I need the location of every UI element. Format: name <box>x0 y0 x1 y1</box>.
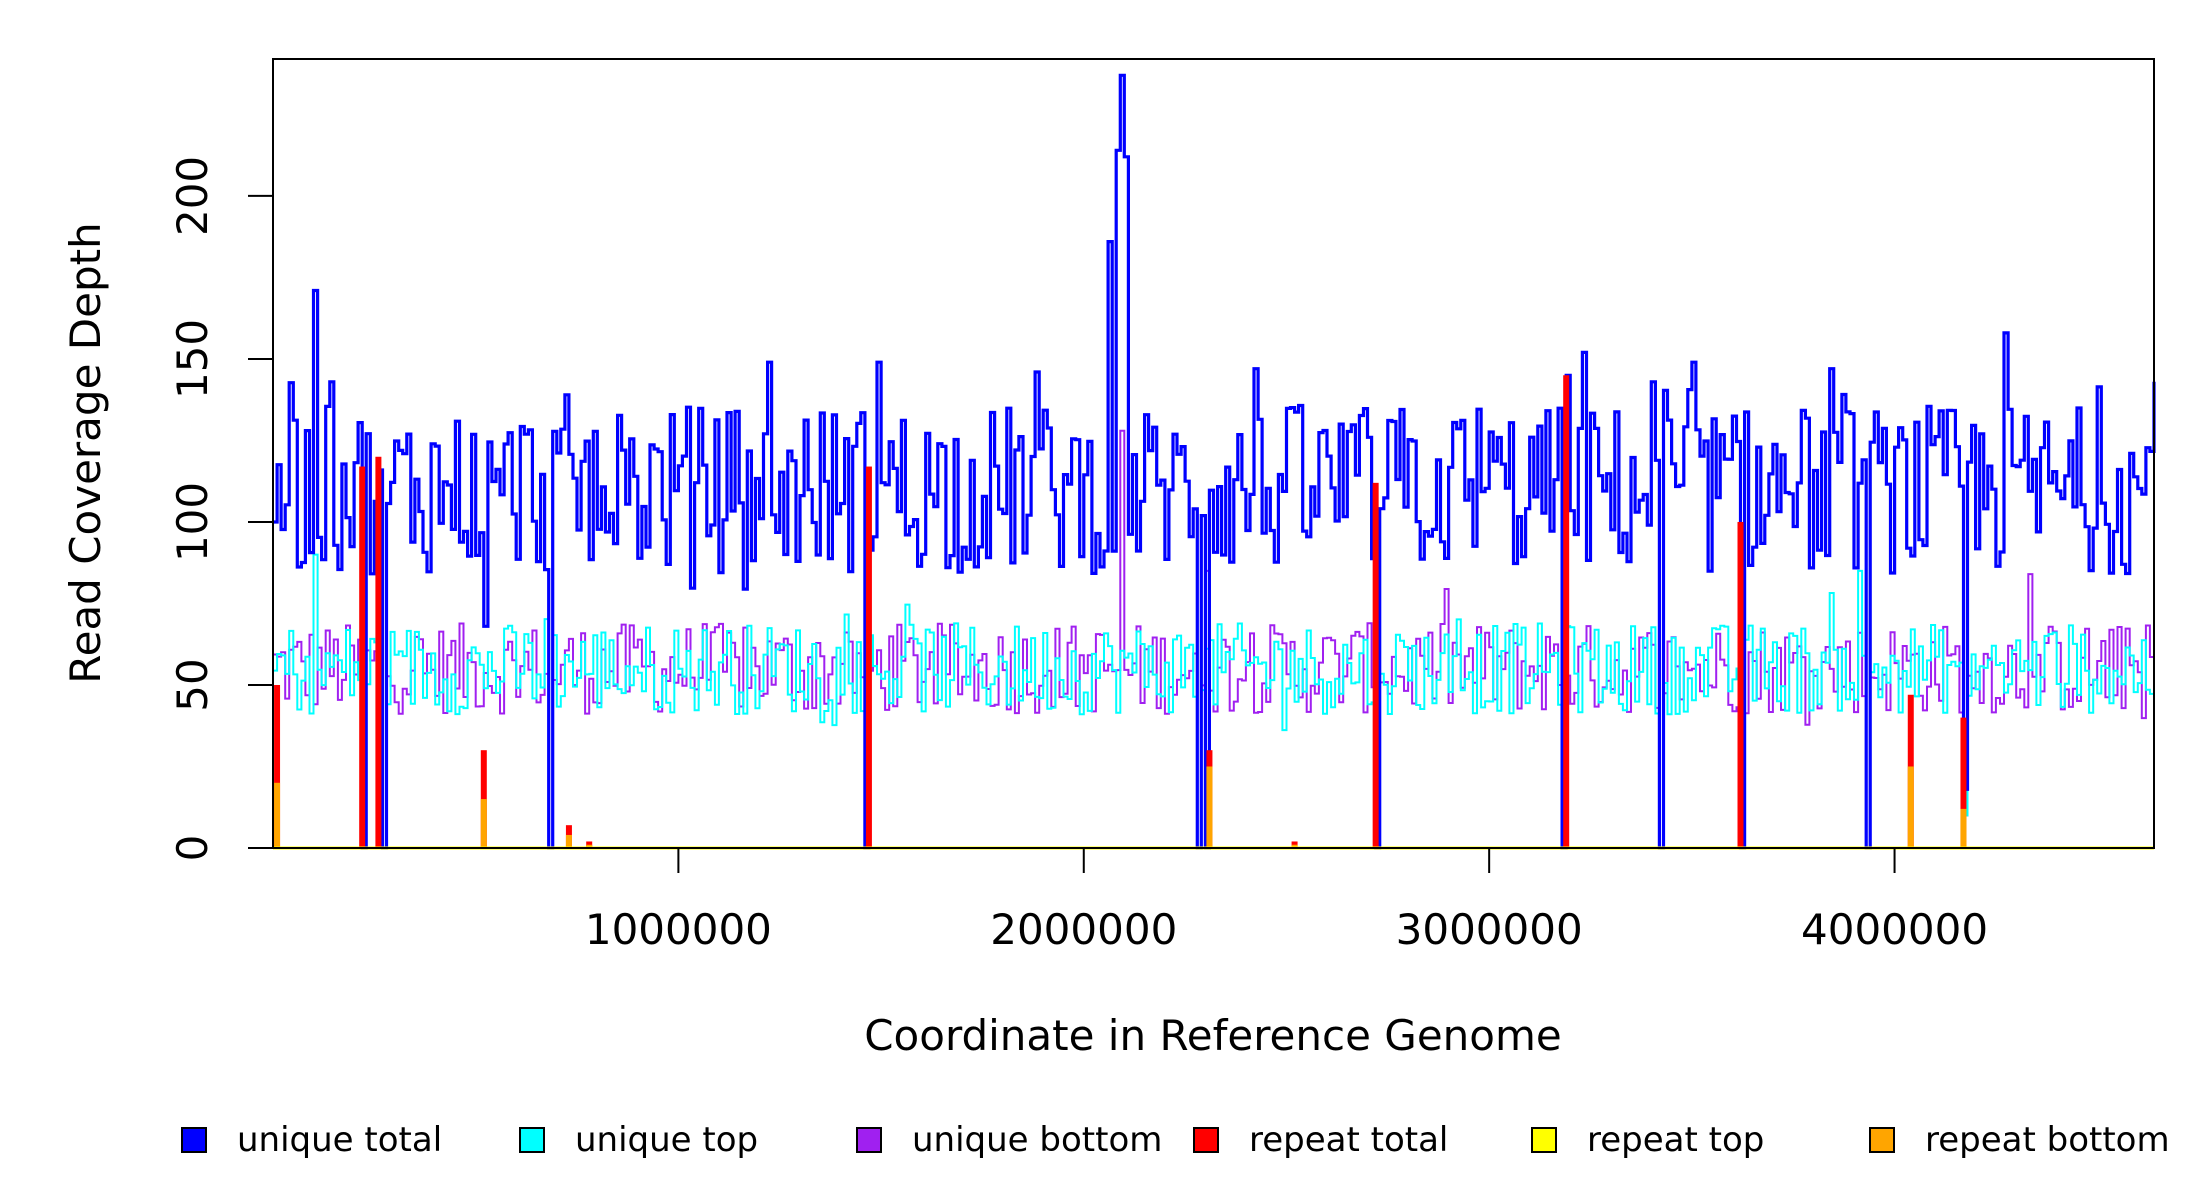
y-tick-label: 200 <box>168 156 217 236</box>
series-spike-repeat-total <box>359 467 365 848</box>
y-tick-label: 0 <box>168 835 217 862</box>
y-tick-label: 100 <box>168 482 217 562</box>
legend-item-repeat-total: repeat total <box>1194 1120 1448 1160</box>
legend-swatch <box>857 1128 881 1152</box>
legend-swatch <box>182 1128 206 1152</box>
x-axis: 1000000 2000000 3000000 4000000 <box>585 848 1988 954</box>
legend-label: repeat bottom <box>1925 1120 2170 1160</box>
series-line-unique-total <box>273 75 2154 848</box>
plot-frame <box>273 59 2154 848</box>
series-spike-repeat-total <box>1373 483 1379 848</box>
series-spike-repeat-bottom <box>1908 766 1914 848</box>
legend-swatch <box>1870 1128 1894 1152</box>
series-spike-repeat-bottom <box>1206 766 1212 848</box>
legend-swatch <box>1532 1128 1556 1152</box>
legend-label: unique total <box>237 1120 442 1160</box>
series-spike-repeat-bottom <box>481 799 487 848</box>
legend-swatch <box>520 1128 544 1152</box>
series-spike-repeat-bottom <box>1960 809 1966 848</box>
legend-item-unique-total: unique total <box>182 1120 442 1160</box>
x-tick-label: 2000000 <box>990 905 1177 954</box>
x-tick-label: 1000000 <box>585 905 772 954</box>
legend-label: repeat top <box>1587 1120 1764 1160</box>
legend-swatch <box>1194 1128 1218 1152</box>
legend-item-repeat-bottom: repeat bottom <box>1870 1120 2170 1160</box>
legend-item-repeat-top: repeat top <box>1532 1120 1764 1160</box>
series-line-unique-top <box>273 555 2154 848</box>
series-spike-repeat-total <box>375 457 381 848</box>
series-spike-repeat-bottom <box>274 783 280 848</box>
legend-label: unique top <box>575 1120 758 1160</box>
y-axis: 0 50 100 150 200 <box>168 156 273 862</box>
series-spike-repeat-total <box>1563 375 1569 848</box>
y-axis-label: Read Coverage Depth <box>61 222 110 683</box>
x-tick-label: 3000000 <box>1396 905 1583 954</box>
series-spike-repeat-bottom <box>566 835 572 848</box>
x-axis-label: Coordinate in Reference Genome <box>864 1011 1562 1060</box>
series-spike-repeat-total <box>866 467 872 848</box>
legend-item-unique-top: unique top <box>520 1120 758 1160</box>
legend-label: unique bottom <box>912 1120 1162 1160</box>
series-layer <box>273 75 2154 848</box>
legend: unique total unique top unique bottom repea… <box>182 1120 2170 1160</box>
x-tick-label: 4000000 <box>1801 905 1988 954</box>
legend-item-unique-bottom: unique bottom <box>857 1120 1162 1160</box>
legend-label: repeat total <box>1249 1120 1448 1160</box>
y-tick-label: 50 <box>168 658 217 711</box>
series-spike-repeat-total <box>1738 522 1744 848</box>
y-tick-label: 150 <box>168 319 217 399</box>
